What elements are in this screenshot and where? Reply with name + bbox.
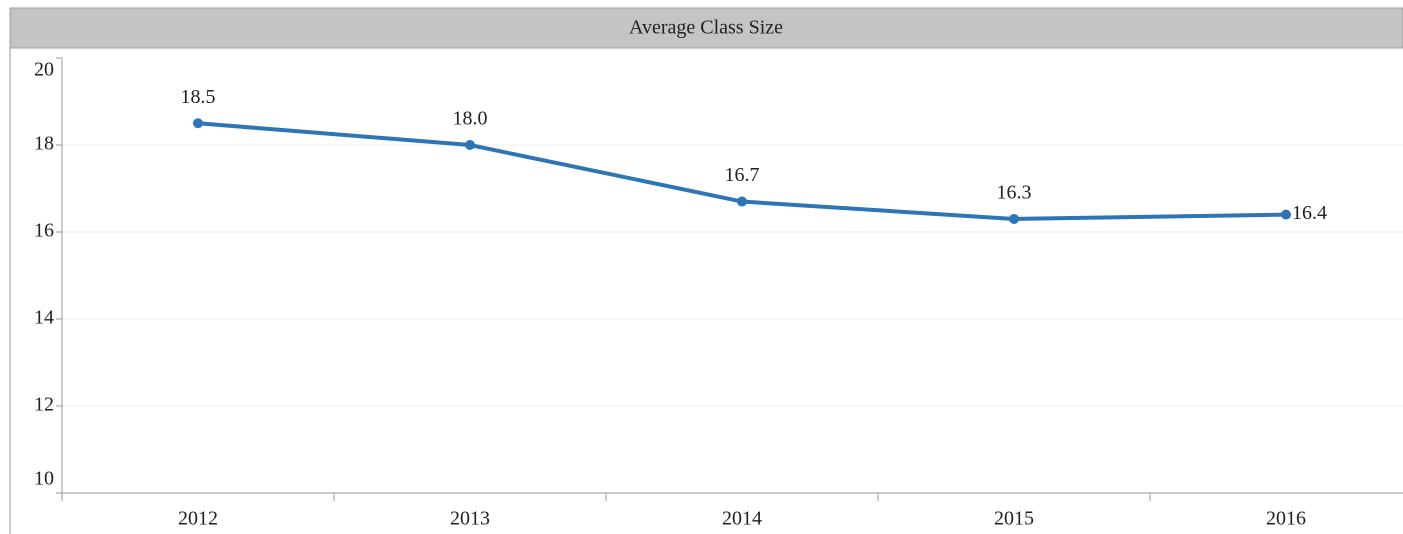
y-tick-label: 14	[34, 307, 54, 329]
x-tick-label: 2015	[994, 508, 1034, 530]
point	[1281, 209, 1291, 220]
x-tick-label: 2013	[450, 508, 490, 530]
x-tick-label: 2016	[1266, 508, 1306, 530]
data-label: 16.7	[725, 164, 760, 186]
y-tick-label: 16	[34, 220, 54, 242]
x-tick-label: 2012	[178, 508, 218, 530]
point	[193, 118, 203, 129]
data-label: 18.0	[453, 108, 488, 130]
point	[465, 140, 475, 150]
y-tick-label: 20	[34, 59, 54, 81]
data-label: 16.3	[997, 182, 1032, 204]
title-bar	[9, 7, 1403, 49]
x-tick-label: 2014	[722, 508, 762, 530]
chart-title: Average Class Size	[629, 17, 783, 39]
y-tick-label: 10	[34, 468, 54, 490]
y-tick-label: 12	[34, 394, 54, 416]
point	[1009, 213, 1019, 224]
data-label: 16.4	[1292, 202, 1327, 224]
y-tick-label: 18	[34, 133, 54, 155]
data-label: 18.5	[181, 86, 216, 108]
point	[737, 196, 747, 207]
